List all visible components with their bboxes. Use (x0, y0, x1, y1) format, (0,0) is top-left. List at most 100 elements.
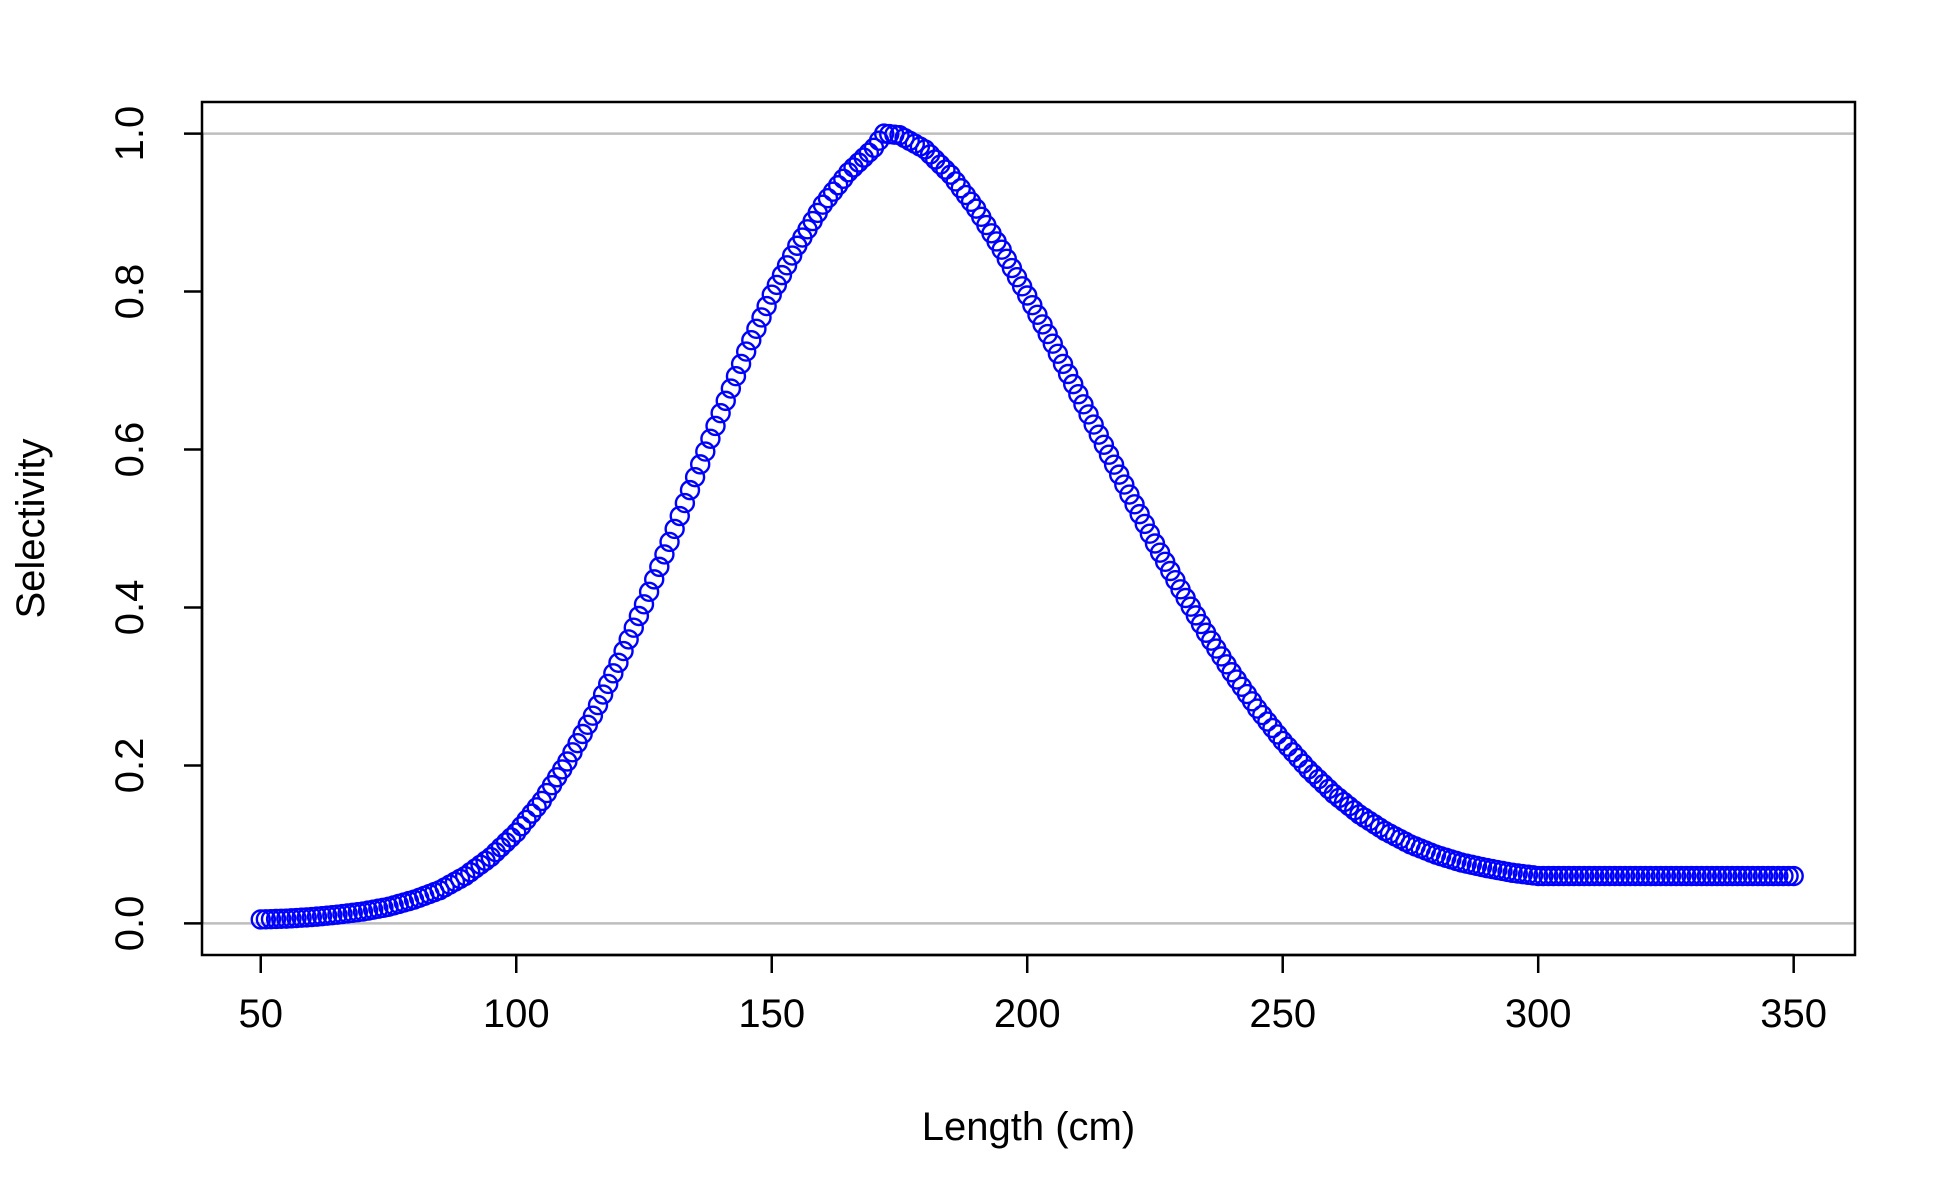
data-point (1298, 759, 1319, 780)
data-point (1747, 865, 1769, 887)
data-point (1527, 865, 1549, 887)
data-point (664, 518, 685, 540)
data-point (1022, 294, 1043, 316)
data-point (1630, 865, 1651, 887)
data-point (700, 428, 721, 449)
data-point (1706, 865, 1728, 887)
data-point (271, 908, 292, 930)
data-point (1282, 742, 1304, 763)
data-point (1558, 865, 1580, 887)
data-point (1134, 513, 1155, 535)
data-point (1589, 865, 1610, 887)
data-point (858, 142, 880, 163)
data-point (1017, 285, 1038, 306)
x-tick-label: 200 (994, 992, 1061, 1036)
data-point (781, 245, 803, 266)
data-point (608, 652, 629, 673)
data-point (1538, 865, 1559, 887)
y-tick-label: 0.8 (108, 264, 152, 320)
data-point (1594, 865, 1615, 887)
data-point (500, 827, 522, 848)
data-point (1773, 865, 1794, 887)
data-point (1655, 865, 1677, 887)
data-point (1052, 353, 1074, 375)
data-point (1078, 404, 1099, 425)
data-point (684, 466, 706, 488)
data-point (725, 366, 747, 387)
data-point (710, 402, 731, 424)
data-point (628, 605, 650, 627)
data-point (1681, 865, 1702, 887)
data-point (1711, 865, 1733, 887)
data-point (1553, 865, 1574, 887)
y-tick-label: 0.4 (108, 580, 152, 636)
data-point (260, 908, 282, 930)
data-point (1573, 865, 1595, 887)
data-point (1696, 865, 1718, 887)
data-point (1103, 454, 1125, 475)
data-point (817, 187, 839, 209)
data-point (1737, 865, 1758, 887)
data-point (776, 255, 798, 276)
data-point (638, 581, 660, 603)
x-axis: 50 100 150 200 250 300 350 (239, 953, 1827, 1036)
data-point (715, 390, 736, 412)
data-point (659, 531, 680, 553)
plot-frame (200, 100, 1857, 957)
data-point (1364, 814, 1385, 835)
data-point (1722, 865, 1743, 887)
data-point (1032, 314, 1053, 335)
data-point (592, 684, 614, 705)
data-point (761, 284, 782, 305)
data-point (1287, 747, 1309, 769)
x-tick-label: 50 (239, 992, 284, 1036)
data-point (1701, 865, 1723, 887)
data-point (1042, 333, 1063, 354)
data-point (1548, 865, 1569, 887)
data-point (1359, 810, 1380, 832)
data-point (1369, 817, 1390, 838)
data-point (1543, 865, 1564, 887)
data-point (644, 569, 665, 590)
data-point (1727, 865, 1748, 887)
data-point (1619, 865, 1641, 887)
data-point (1063, 373, 1084, 395)
data-point (1717, 865, 1738, 887)
data-point (1671, 865, 1692, 887)
data-point (618, 629, 639, 650)
y-tick-label: 0.0 (108, 896, 152, 952)
data-points (250, 123, 1804, 930)
y-axis-title: Selectivity (9, 438, 53, 618)
data-point (1344, 800, 1365, 821)
data-point (914, 139, 936, 160)
data-point (1349, 804, 1370, 825)
data-point (454, 865, 476, 887)
x-tick-label: 150 (738, 992, 805, 1036)
data-point (1650, 865, 1672, 887)
data-point (1068, 384, 1089, 405)
x-tick-label: 350 (1760, 992, 1827, 1036)
data-point (1246, 698, 1268, 719)
data-point (623, 617, 644, 638)
data-point (1584, 865, 1605, 887)
data-point (1604, 865, 1626, 887)
x-tick-label: 300 (1505, 992, 1572, 1036)
data-point (1272, 730, 1293, 752)
data-point (1579, 865, 1600, 887)
data-point (827, 175, 849, 196)
data-point (1686, 865, 1707, 887)
data-point (1129, 503, 1150, 525)
data-point (1625, 865, 1646, 887)
data-point (689, 454, 711, 475)
data-point (679, 479, 701, 501)
data-point (766, 274, 788, 296)
data-point (1768, 865, 1789, 887)
y-axis: 0.0 0.2 0.4 0.6 0.8 1.0 (108, 106, 204, 952)
data-point (669, 505, 690, 527)
data-point (1732, 865, 1753, 887)
data-point (853, 147, 874, 168)
data-point (735, 341, 757, 362)
data-point (833, 168, 854, 189)
data-point (1037, 323, 1058, 345)
